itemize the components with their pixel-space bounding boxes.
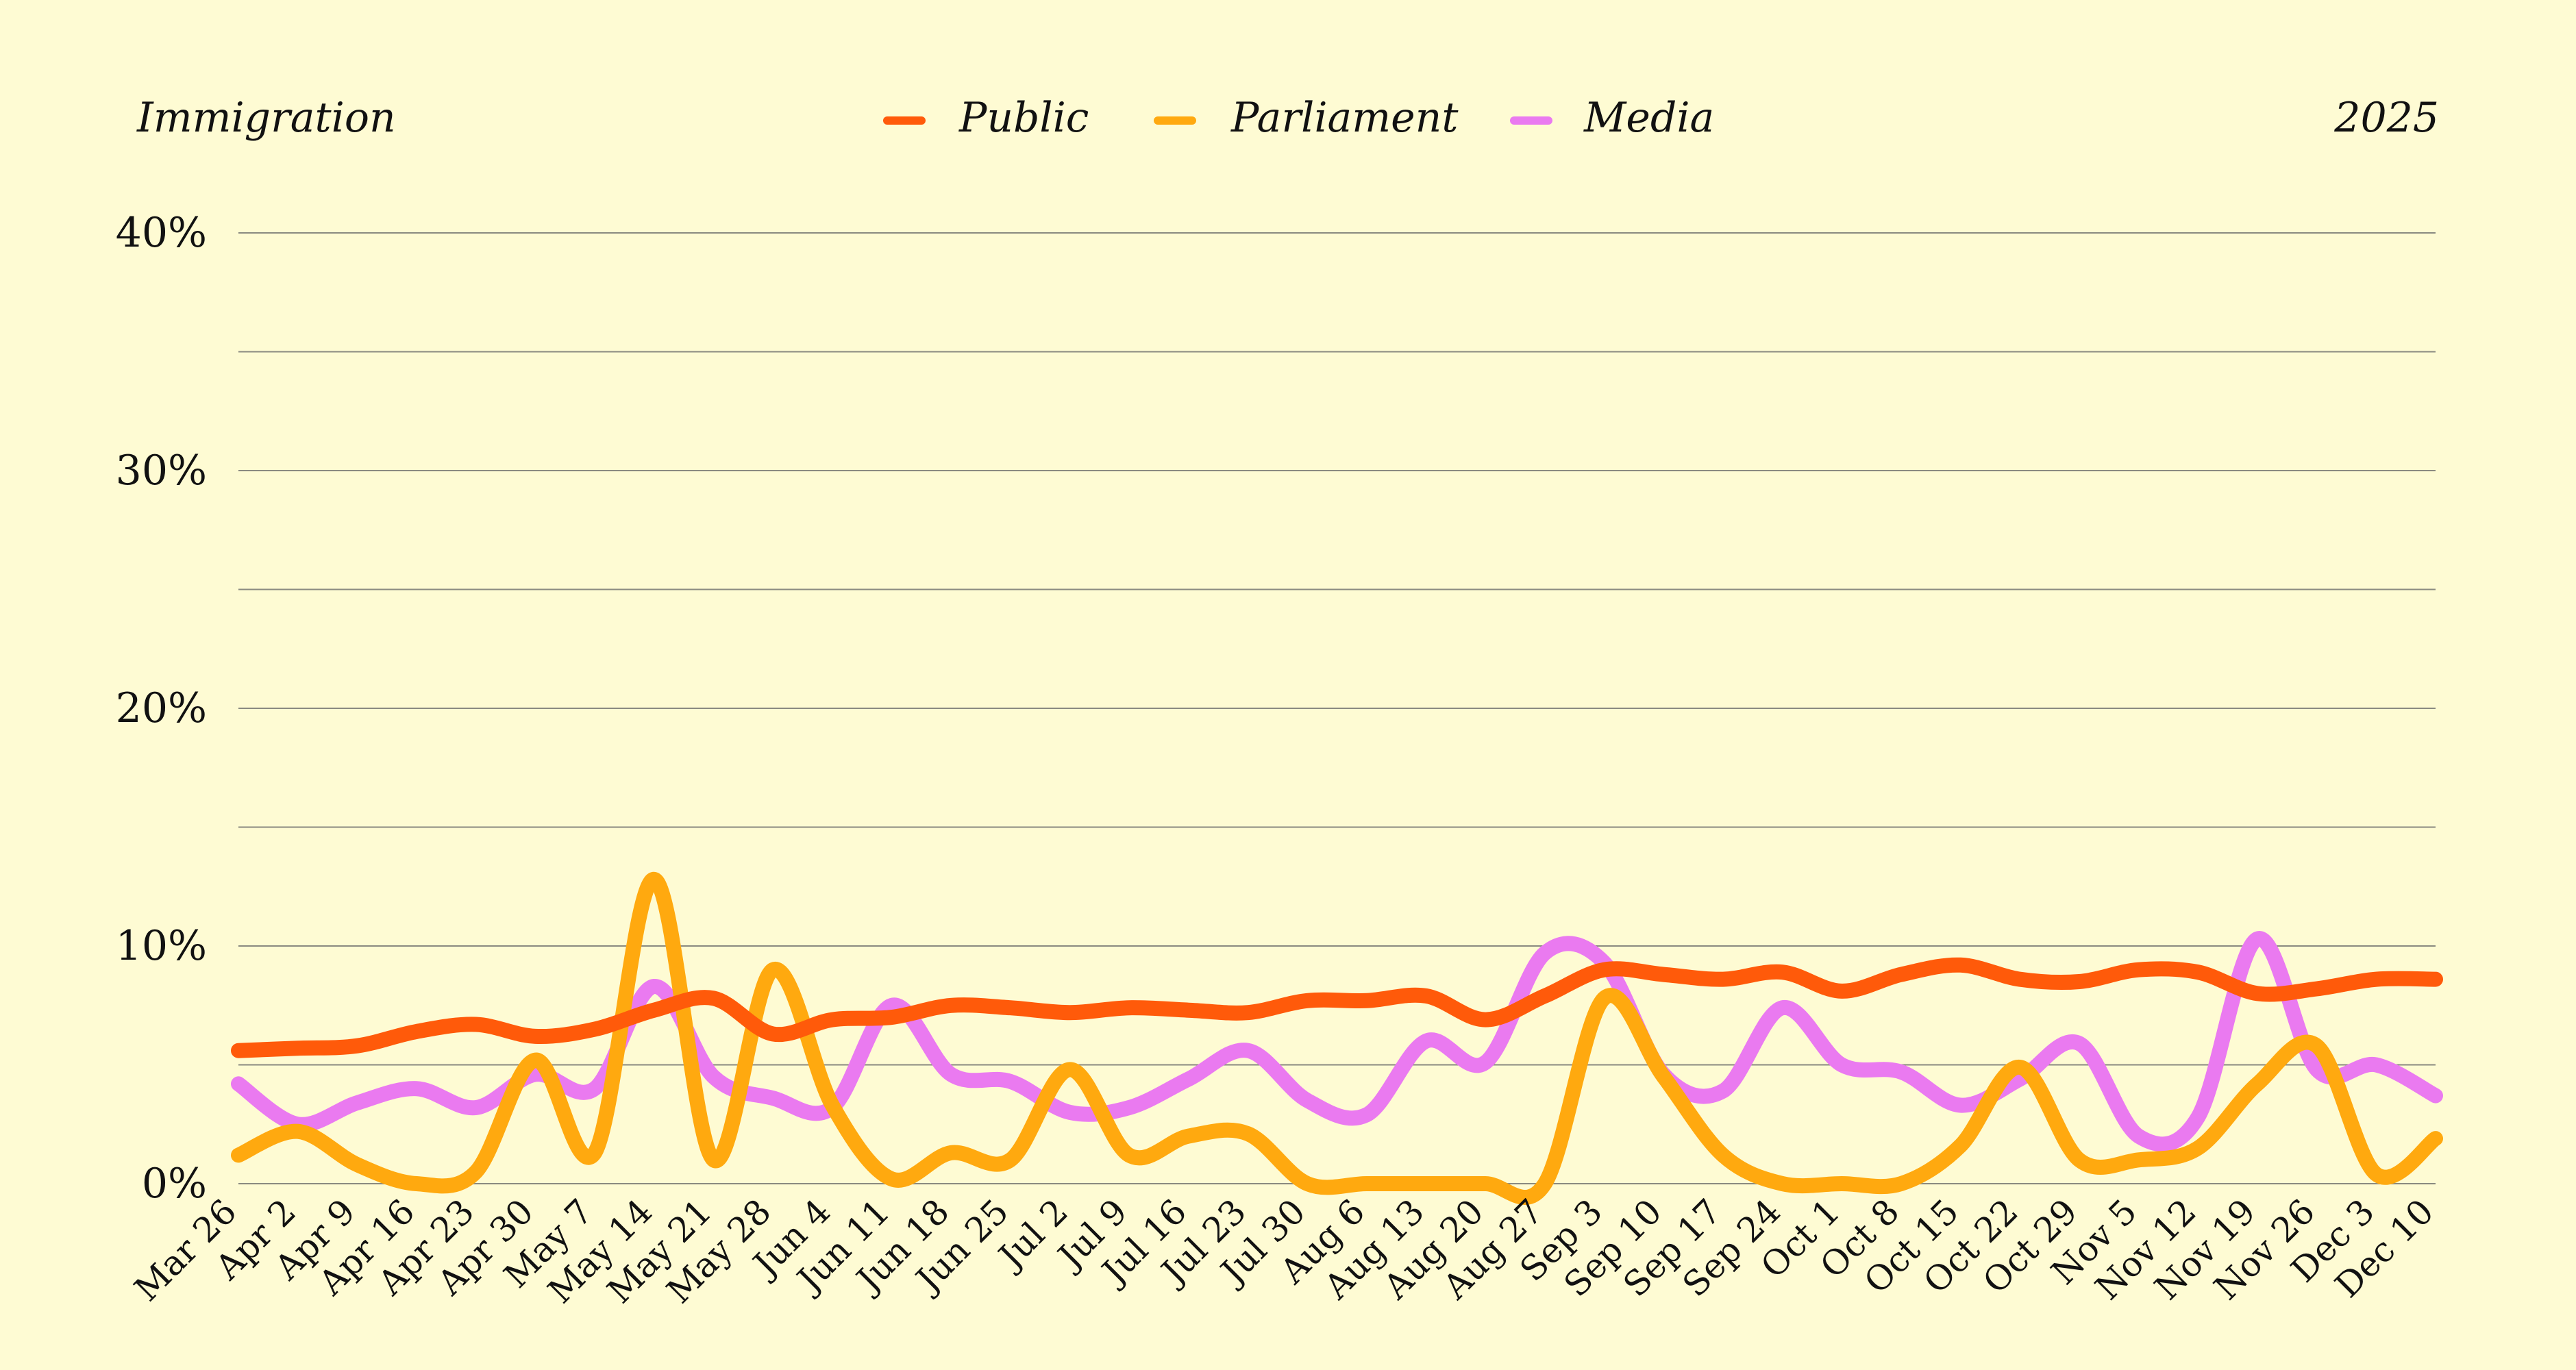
y-tick-label: 10% xyxy=(116,922,207,970)
y-tick-label: 0% xyxy=(142,1160,207,1208)
series-lines xyxy=(231,871,2443,1205)
legend-label-parliament: Parliament xyxy=(1230,94,1459,142)
legend-label-public: Public xyxy=(958,94,1089,142)
legend-item-public: Public xyxy=(883,94,1089,142)
y-axis-ticks: 0% 10% 20% 30% 40% xyxy=(116,209,207,1208)
legend-label-media: Media xyxy=(1583,94,1714,142)
gridlines xyxy=(238,232,2436,1184)
series-line-parliament xyxy=(231,871,2443,1205)
legend-item-parliament: Parliament xyxy=(1154,94,1459,142)
series-line-public xyxy=(231,957,2443,1058)
topic-title: Immigration xyxy=(136,94,396,142)
y-tick-label: 20% xyxy=(116,684,207,732)
year-label: 2025 xyxy=(2333,94,2439,142)
legend: Public Parliament Media xyxy=(883,94,1714,142)
y-tick-label: 40% xyxy=(116,209,207,257)
legend-item-media: Media xyxy=(1510,94,1714,142)
y-tick-label: 30% xyxy=(116,447,207,495)
